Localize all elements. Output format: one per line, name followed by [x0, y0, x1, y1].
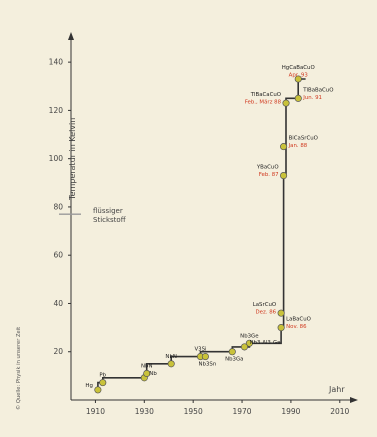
- compound-label: TlBaBaCuO: [302, 87, 333, 93]
- data-point-marker: [294, 75, 302, 83]
- x-tick-label: 1930: [135, 407, 154, 416]
- compound-label: TlBaCaCuO: [250, 92, 281, 98]
- data-point-marker: [228, 348, 236, 356]
- x-tick-label: 1950: [184, 407, 203, 416]
- discovery-date-label: Apr. 93: [289, 73, 308, 79]
- y-tick-label: 120: [49, 106, 64, 115]
- compound-label: LaSrCuO: [253, 302, 276, 308]
- discovery-date-label: Feb., März 88: [245, 100, 282, 106]
- compound-label: NbN: [141, 363, 153, 369]
- discovery-date-label: Feb. 87: [259, 172, 279, 178]
- data-point-marker: [282, 99, 290, 107]
- data-point-marker: [143, 369, 151, 378]
- compound-label: BiCaSrCuO: [289, 136, 318, 142]
- y-axis-arrow: [68, 32, 74, 40]
- x-axis-arrow: [350, 397, 358, 403]
- data-point-marker: [245, 339, 253, 347]
- discovery-date-label: Jan. 88: [288, 143, 308, 149]
- compound-label: Pb: [99, 373, 106, 379]
- data-point-marker: [99, 379, 107, 387]
- y-tick-label: 100: [49, 154, 64, 163]
- data-point-marker: [277, 324, 285, 332]
- reference-label-line2: Stickstoff: [93, 216, 126, 224]
- axes: 20 40 60 80 100 120 140 1910 1930 1950 1970 1990 201…: [49, 32, 358, 416]
- data-point-marker: [240, 343, 249, 351]
- compound-label: Nb: [149, 371, 157, 377]
- compound-label: LaBaCuO: [286, 317, 311, 323]
- data-point-marker: [277, 309, 285, 317]
- x-tick-label: 1990: [281, 407, 300, 416]
- compound-label: Nb3-Al3-Ge: [249, 340, 281, 346]
- compound-label: Nb3Ge: [240, 333, 259, 339]
- discovery-date-label: Dez. 86: [256, 310, 277, 316]
- y-tick-label: 20: [53, 347, 63, 356]
- y-tick-label: 80: [53, 202, 63, 211]
- x-tick-label: 2010: [330, 407, 349, 416]
- data-point-marker: [294, 94, 302, 102]
- data-point-marker: [280, 143, 288, 151]
- compound-label: YBaCuO: [256, 165, 279, 171]
- data-point-marker: [280, 172, 288, 180]
- y-tick-label: 60: [53, 251, 63, 260]
- y-tick-label: 40: [53, 299, 63, 308]
- discovery-date-label: Jun. 91: [302, 95, 322, 101]
- compound-label: V3Si: [194, 347, 206, 353]
- discovery-date-label: Nov. 86: [286, 324, 307, 330]
- y-tick-label: 140: [49, 58, 64, 67]
- data-point-marker: [94, 386, 102, 394]
- x-axis-label: Jahr: [328, 385, 345, 394]
- source-credit: © Quelle: Physik in unserer Zeit: [15, 327, 22, 410]
- data-labels: Hg Pb Nb NbN NbN V3Si Nb3Sn Nb3Ga Nb3GeNb3-Al3-G…: [85, 65, 333, 389]
- data-point-marker: [201, 353, 209, 361]
- x-tick-label: 1910: [86, 407, 105, 416]
- data-markers: [94, 75, 302, 394]
- x-tick-label: 1970: [232, 407, 251, 416]
- compound-label: Hg: [85, 383, 92, 389]
- compound-label: NbN: [165, 354, 177, 360]
- data-point-marker: [167, 360, 175, 368]
- y-axis-label: Temperatur in Kelvin: [68, 118, 77, 201]
- compound-label: HgCaBaCuO: [282, 65, 315, 71]
- compound-label: Nb3Ga: [225, 357, 243, 363]
- compound-label: Nb3Sn: [199, 362, 217, 368]
- reference-label-line1: flüssiger: [93, 207, 123, 215]
